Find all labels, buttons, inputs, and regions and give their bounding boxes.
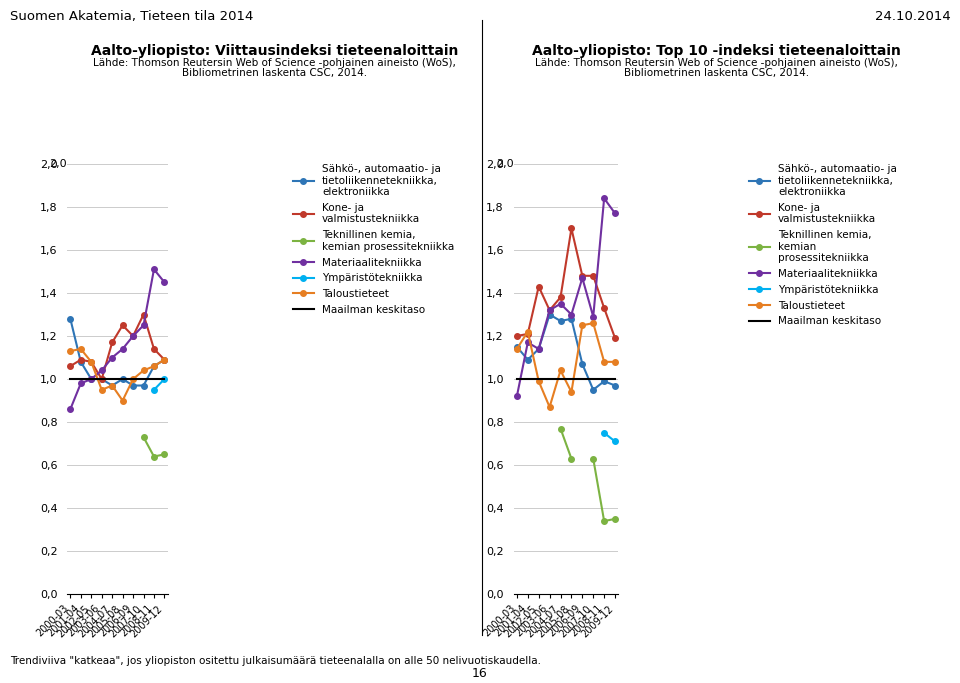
- Text: Bibliometrinen laskenta CSC, 2014.: Bibliometrinen laskenta CSC, 2014.: [624, 68, 808, 79]
- Text: 2,0: 2,0: [496, 159, 514, 169]
- Text: Aalto-yliopisto: Top 10 -indeksi tieteenaloittain: Aalto-yliopisto: Top 10 -indeksi tieteen…: [532, 44, 900, 58]
- Text: Suomen Akatemia, Tieteen tila 2014: Suomen Akatemia, Tieteen tila 2014: [10, 10, 253, 23]
- Text: 16: 16: [472, 667, 488, 680]
- Text: Lähde: Thomson Reutersin Web of Science -pohjainen aineisto (WoS),: Lähde: Thomson Reutersin Web of Science …: [535, 58, 898, 68]
- Legend: Sähkö-, automaatio- ja
tietoliikennetekniikka,
elektroniikka, Kone- ja
valmistus: Sähkö-, automaatio- ja tietoliikennetekn…: [749, 164, 897, 326]
- Text: 2,0: 2,0: [50, 159, 67, 169]
- Text: Aalto-yliopisto: Viittausindeksi tieteenaloittain: Aalto-yliopisto: Viittausindeksi tieteen…: [91, 44, 458, 58]
- Text: 24.10.2014: 24.10.2014: [875, 10, 950, 23]
- Text: Lähde: Thomson Reutersin Web of Science -pohjainen aineisto (WoS),: Lähde: Thomson Reutersin Web of Science …: [93, 58, 456, 68]
- Text: Trendiviiva "katkeaa", jos yliopiston ositettu julkaisumäärä tieteenalalla on al: Trendiviiva "katkeaa", jos yliopiston os…: [10, 656, 540, 666]
- Legend: Sähkö-, automaatio- ja
tietoliikennetekniikka,
elektroniikka, Kone- ja
valmistus: Sähkö-, automaatio- ja tietoliikennetekn…: [293, 164, 454, 315]
- Text: Bibliometrinen laskenta CSC, 2014.: Bibliometrinen laskenta CSC, 2014.: [182, 68, 367, 79]
